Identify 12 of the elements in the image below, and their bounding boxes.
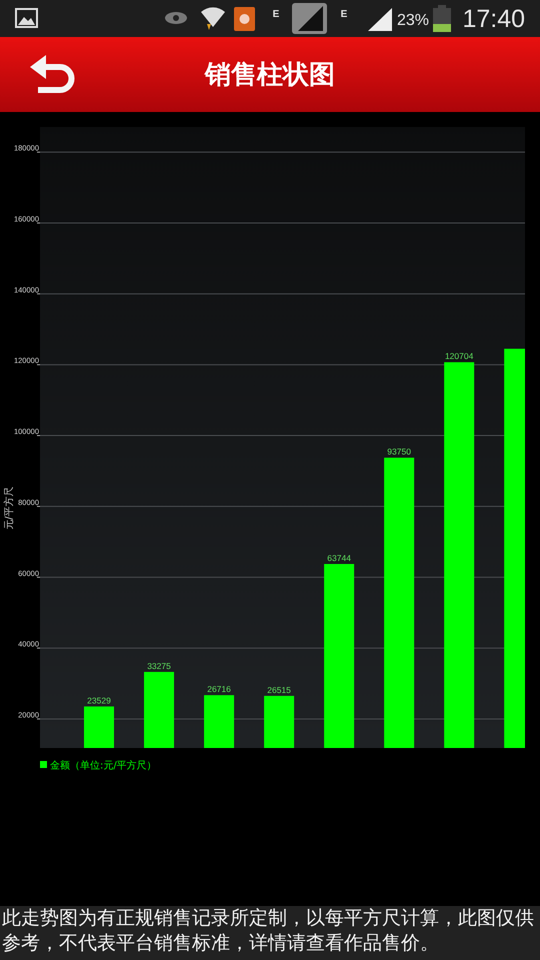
data-label: 93750 <box>387 446 412 457</box>
data-label: 26515 <box>267 684 292 695</box>
data-label: 33275 <box>147 660 172 671</box>
data-label: 23529 <box>87 695 112 706</box>
text: 此走势图为有正规销售记录所定制，以每平方尺计算，此图仅供参考，不代表平台销售标准，详情请查看作品售价。 <box>0 906 540 960</box>
legend-label: 金额（单位:元/平方尺） <box>50 760 157 772</box>
y-axis-title: 元/平方尺 <box>3 486 15 530</box>
data-label: 63744 <box>327 552 352 563</box>
data-label: 26716 <box>207 684 232 694</box>
data-label: 120704 <box>444 351 474 362</box>
text: 17:40 <box>462 5 525 33</box>
chart-title: 销售柱状图 <box>204 60 335 90</box>
